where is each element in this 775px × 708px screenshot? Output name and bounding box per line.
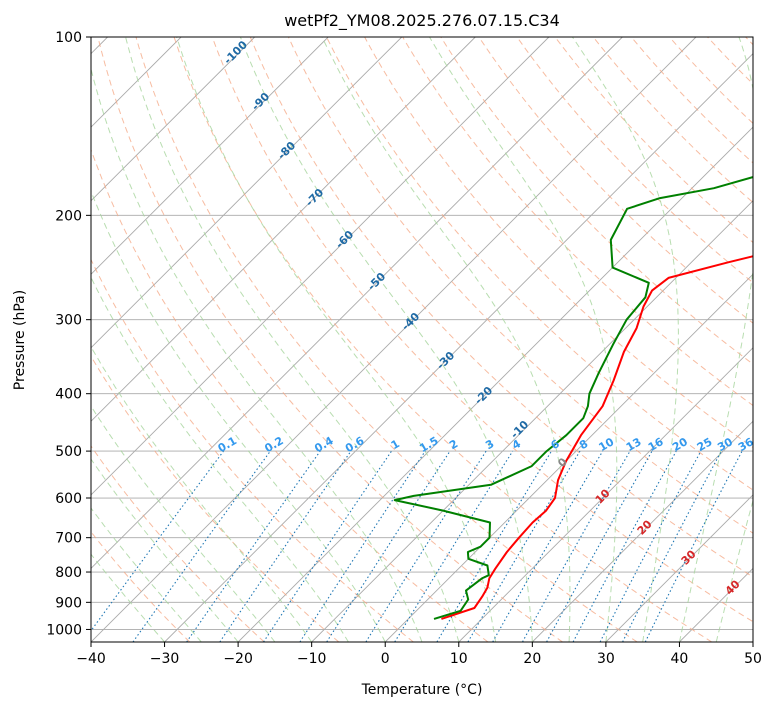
dry-adiabat-line	[364, 37, 753, 449]
moist-adiabat-line	[678, 37, 753, 642]
isotherm-line	[91, 37, 403, 349]
mixing-ratio-line	[394, 450, 514, 642]
x-axis-label: Temperature (°C)	[361, 682, 483, 698]
moist-adiabat-line	[91, 276, 349, 642]
y-tick-label: 1000	[46, 622, 82, 638]
moist-adiabat-line	[91, 189, 386, 642]
mixing-ratio-line	[91, 450, 224, 632]
y-tick-label: 400	[55, 387, 82, 403]
moist-adiabat-line	[91, 458, 239, 642]
x-tick-label: 10	[450, 651, 468, 667]
mixing-ratio-line	[365, 450, 487, 642]
moist-adiabat-line	[429, 37, 618, 642]
mixing-ratio-line	[186, 450, 321, 642]
dry-adiabat-line	[592, 37, 753, 204]
plot-background	[91, 37, 753, 642]
dry-adiabat-line	[97, 37, 563, 642]
background-lines	[91, 37, 753, 642]
moist-adiabat-line	[125, 37, 460, 642]
moist-adiabat-line	[91, 553, 165, 642]
moist-adiabat-line	[239, 37, 533, 642]
dry-adiabat-line	[287, 37, 753, 534]
moist-adiabat-line	[91, 345, 313, 642]
isotherm-line	[91, 37, 550, 496]
x-tick-label: 40	[671, 651, 689, 667]
dry-adiabat-line	[91, 258, 414, 642]
moist-adiabat-line	[91, 66, 423, 642]
temperature-profile-line	[441, 255, 753, 620]
y-tick-label: 800	[55, 565, 82, 581]
dry-adiabat-line	[630, 37, 753, 164]
mixing-ratio-line	[572, 450, 677, 642]
isotherm-line	[458, 347, 753, 642]
isotherm-line	[91, 37, 476, 422]
dry-adiabat-line	[173, 37, 713, 642]
dry-adiabat-line	[135, 37, 638, 642]
moist-adiabat-line	[321, 37, 571, 642]
x-tick-label: 0	[381, 651, 390, 667]
isotherm-line	[91, 37, 256, 202]
profile-lines	[393, 175, 753, 620]
dry-adiabat-line	[249, 37, 753, 578]
moist-adiabat-line	[176, 37, 497, 642]
y-tick-label: 600	[55, 491, 82, 507]
y-tick-label: 900	[55, 595, 82, 611]
isotherm-line	[605, 494, 753, 642]
dry-adiabat-line	[326, 37, 753, 491]
isotherm-line	[164, 52, 753, 642]
y-tick-label: 200	[55, 208, 82, 224]
y-tick-label: 300	[55, 313, 82, 329]
isotherm-line	[91, 37, 623, 570]
y-tick-label: 100	[55, 30, 82, 46]
mixing-ratio-line	[436, 450, 552, 642]
y-axis-label: Pressure (hPa)	[12, 290, 28, 390]
dewpoint-profile-line	[393, 175, 753, 620]
plot-frame	[90, 36, 754, 643]
moist-adiabat-line	[91, 507, 202, 642]
y-tick-label: 500	[55, 444, 82, 460]
axes: −40 −30 −20 −10 0 10 20 30 40 50 100 200 300 400 500 60…	[46, 30, 762, 667]
dry-adiabat-line	[402, 37, 753, 407]
moist-adiabat-line	[715, 498, 753, 642]
mixing-ratio-line	[219, 450, 352, 642]
isotherm-line	[237, 126, 753, 642]
moist-adiabat-line	[91, 405, 276, 642]
x-tick-label: −10	[297, 651, 327, 667]
isotherm-line	[91, 37, 329, 275]
isotherm-line	[531, 420, 753, 642]
x-tick-label: −20	[223, 651, 253, 667]
y-tick-label: 700	[55, 531, 82, 547]
chart-title: wetPf2_YM08.2025.276.07.15.C34	[284, 11, 560, 31]
x-tick-label: 20	[523, 651, 541, 667]
mixing-ratio-line	[326, 450, 451, 642]
x-tick-label: −30	[150, 651, 180, 667]
mixing-ratio-line	[522, 450, 631, 642]
dry-adiabat-line	[478, 37, 753, 324]
mixing-ratio-line	[467, 450, 581, 642]
mixing-ratio-line	[132, 450, 271, 642]
x-tick-label: 50	[744, 651, 762, 667]
dry-adiabat-line	[211, 37, 753, 623]
mixing-ratio-line	[546, 450, 653, 642]
moist-adiabat-line	[571, 37, 679, 642]
dry-adiabat-line	[91, 445, 265, 642]
x-tick-label: 30	[597, 651, 615, 667]
mixing-ratio-line	[492, 450, 604, 642]
x-tick-label: −40	[76, 651, 106, 667]
